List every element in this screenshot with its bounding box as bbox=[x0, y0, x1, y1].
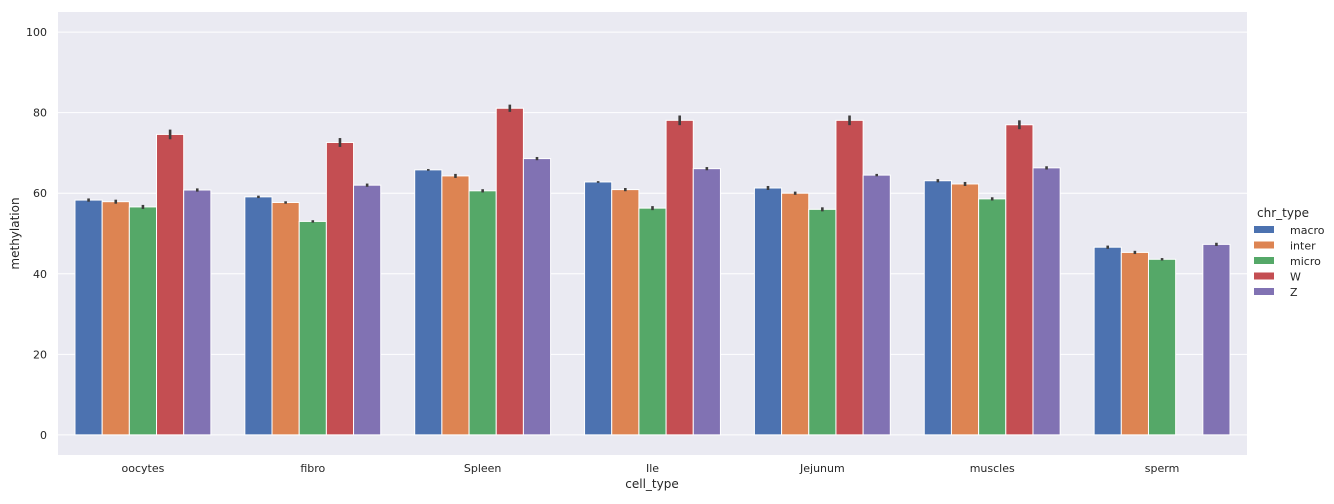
bar bbox=[101, 201, 130, 436]
y-tick-label: 80 bbox=[33, 107, 47, 120]
legend-swatch bbox=[1254, 226, 1274, 233]
error-bars bbox=[87, 104, 1218, 261]
bar bbox=[1005, 124, 1034, 436]
bar bbox=[325, 141, 355, 436]
bar bbox=[835, 119, 864, 436]
bar bbox=[862, 174, 891, 436]
x-tick-label: Ile bbox=[646, 462, 659, 475]
bar bbox=[1147, 258, 1177, 436]
bar bbox=[183, 189, 212, 436]
bar bbox=[665, 119, 694, 436]
x-tick-label: Spleen bbox=[464, 462, 502, 475]
bar bbox=[522, 158, 552, 436]
bar bbox=[1202, 243, 1231, 436]
y-tick-label: 20 bbox=[33, 348, 47, 361]
y-tick-label: 0 bbox=[40, 429, 47, 442]
y-tick-label: 40 bbox=[33, 268, 47, 281]
x-axis-label: cell_type bbox=[625, 477, 678, 491]
bar bbox=[1032, 167, 1061, 436]
bar bbox=[1093, 246, 1122, 436]
legend-label: macro bbox=[1290, 224, 1325, 237]
bar bbox=[978, 198, 1007, 436]
y-tick-labels: 0 20 40 60 80 100 bbox=[26, 26, 47, 442]
bar bbox=[74, 199, 103, 436]
x-tick-label: sperm bbox=[1145, 462, 1180, 475]
bar bbox=[1120, 251, 1149, 436]
legend-label: Z bbox=[1290, 286, 1298, 299]
bar bbox=[808, 208, 837, 436]
x-tick-label: oocytes bbox=[122, 462, 165, 475]
legend-swatch bbox=[1254, 241, 1274, 249]
bar bbox=[244, 196, 273, 436]
bar bbox=[298, 220, 327, 436]
y-axis-label: methylation bbox=[8, 197, 22, 269]
legend-swatch bbox=[1254, 288, 1274, 295]
bar bbox=[611, 189, 640, 436]
x-tick-labels: oocytes fibro Spleen Ile Jejunum muscles sperm bbox=[122, 462, 1180, 475]
bar bbox=[692, 168, 721, 436]
bar bbox=[923, 180, 952, 436]
bar bbox=[414, 169, 443, 436]
legend-label: micro bbox=[1290, 255, 1321, 268]
x-tick-label: Jejunum bbox=[799, 462, 845, 475]
x-tick-label: muscles bbox=[970, 462, 1015, 475]
y-tick-label: 100 bbox=[26, 26, 47, 39]
bar bbox=[353, 184, 382, 436]
legend-label: inter bbox=[1290, 240, 1316, 253]
legend-swatch bbox=[1254, 257, 1274, 264]
legend-title: chr_type bbox=[1257, 206, 1309, 220]
legend-swatch bbox=[1254, 272, 1274, 280]
bar bbox=[950, 183, 980, 436]
bar bbox=[156, 133, 185, 436]
y-tick-label: 60 bbox=[33, 187, 47, 200]
bar bbox=[468, 190, 497, 436]
bar bbox=[128, 206, 158, 436]
bar bbox=[753, 187, 783, 436]
bar bbox=[638, 207, 667, 436]
bar bbox=[441, 175, 470, 436]
bar bbox=[781, 192, 810, 436]
legend-label: W bbox=[1290, 271, 1301, 284]
x-tick-label: fibro bbox=[300, 462, 325, 475]
bar bbox=[495, 107, 524, 436]
legend: chr_type macro inter micro WZ bbox=[1254, 206, 1325, 299]
bar bbox=[271, 201, 300, 436]
bars bbox=[74, 107, 1231, 436]
bar bbox=[584, 181, 613, 436]
